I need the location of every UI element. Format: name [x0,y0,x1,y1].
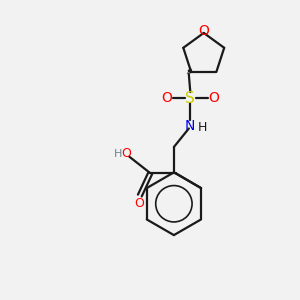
Text: O: O [134,197,144,210]
Text: O: O [198,24,209,38]
Text: H: H [114,149,122,159]
Text: S: S [185,91,195,106]
Text: O: O [208,91,219,105]
Text: H: H [198,122,208,134]
Text: O: O [122,147,131,160]
Text: N: N [185,118,196,133]
Text: O: O [162,91,172,105]
